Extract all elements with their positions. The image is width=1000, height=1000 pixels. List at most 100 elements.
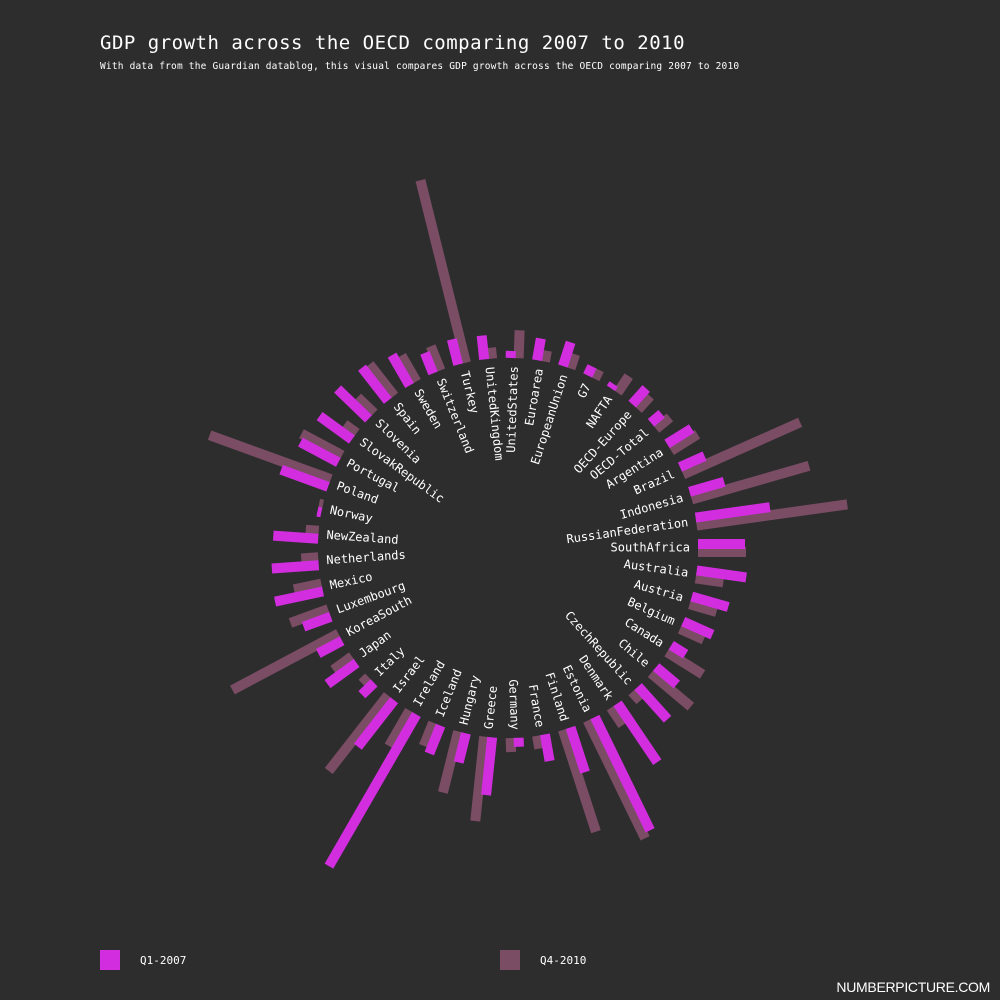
category-label-unitedkingdom: UnitedKingdom	[483, 366, 507, 461]
bar-q4-2010-germany	[505, 737, 517, 753]
bar-q4-2010-luxembourg	[288, 604, 330, 628]
bar-q1-2007-brazil	[677, 451, 707, 472]
bar-q1-2007-oecd-total	[647, 409, 665, 427]
bar-q4-2010-slovenia	[354, 393, 378, 417]
bar-q1-2007-norway	[316, 506, 323, 518]
bar-q4-2010-greece	[470, 736, 490, 822]
bar-q1-2007-slovakrepublic	[316, 412, 355, 444]
category-label-mexico: Mexico	[328, 569, 373, 592]
bar-q1-2007-turkey	[447, 338, 464, 366]
category-label-france: France	[526, 683, 547, 728]
bar-q1-2007-canada	[668, 641, 689, 659]
bar-q4-2010-oecd-total	[652, 413, 674, 433]
bar-q1-2007-nafta	[606, 381, 618, 392]
bar-q1-2007-mexico	[274, 586, 325, 607]
bar-q4-2010-estonia	[583, 718, 650, 841]
bar-q1-2007-g7	[583, 364, 597, 378]
chart-title: GDP growth across the OECD comparing 200…	[100, 32, 686, 54]
bar-q4-2010-switzerland	[426, 344, 446, 373]
brand-logo-text: NUMBERPICTURE.COM	[836, 979, 990, 995]
category-label-germany: Germany	[506, 679, 522, 730]
bar-q1-2007-argentina	[664, 424, 695, 449]
bar-q1-2007-israel	[353, 697, 399, 750]
bar-q1-2007-greece	[481, 736, 498, 796]
bar-q1-2007-belgium	[681, 617, 715, 640]
bar-q4-2010-sweden	[397, 352, 421, 384]
bar-q1-2007-sweden	[387, 352, 414, 388]
bar-q1-2007-koreasouth	[315, 636, 345, 658]
bar-q1-2007-unitedstates	[505, 350, 516, 359]
bar-q4-2010-israel	[324, 692, 392, 774]
bar-q4-2010-nafta	[613, 373, 633, 396]
bar-q1-2007-unitedkingdom	[476, 335, 490, 360]
bar-q4-2010-slovakrepublic	[341, 420, 360, 438]
legend-swatch-q4-2010	[500, 950, 520, 970]
bar-q1-2007-slovenia	[334, 385, 373, 423]
bar-q1-2007-euroarea	[532, 337, 546, 362]
bar-q1-2007-luxembourg	[301, 612, 333, 632]
bar-q1-2007-southafrica	[698, 539, 745, 549]
bar-q1-2007-france	[540, 733, 555, 762]
bar-q1-2007-spain	[358, 364, 392, 404]
category-label-norway: Norway	[329, 503, 374, 526]
category-label-greece: Greece	[482, 685, 500, 730]
bar-q4-2010-ireland	[384, 708, 414, 749]
bar-q4-2010-koreasouth	[230, 629, 341, 695]
bar-q4-2010-iceland	[419, 720, 438, 748]
bar-q1-2007-estonia	[590, 714, 655, 833]
legend-swatch-q1-2007	[100, 950, 120, 970]
category-label-unitedstates: UnitedStates	[504, 366, 521, 453]
bar-q4-2010-finland	[558, 728, 601, 834]
legend-label-q1-2007: Q1-2007	[140, 953, 187, 967]
bar-q4-2010-unitedstates	[513, 330, 525, 359]
bar-q1-2007-denmark	[613, 700, 662, 765]
category-label-australia: Australia	[623, 557, 689, 580]
bar-q1-2007-europeanunion	[558, 340, 576, 368]
bar-q1-2007-austria	[690, 591, 730, 612]
bar-q4-2010-poland	[207, 430, 333, 484]
bar-q1-2007-czechrepublic	[634, 683, 672, 723]
bar-q1-2007-switzerland	[420, 351, 438, 376]
chart-subtitle: With data from the Guardian datablog, th…	[100, 61, 740, 72]
bar-q1-2007-australia	[696, 565, 747, 583]
bar-q1-2007-netherlands	[271, 560, 320, 574]
category-label-g7: G7	[575, 381, 594, 400]
bar-q4-2010-denmark	[606, 704, 627, 728]
bar-q4-2010-czechrepublic	[628, 688, 644, 705]
bar-q4-2010-turkey	[415, 179, 471, 364]
bar-q1-2007-finland	[565, 725, 590, 774]
bar-q4-2010-southafrica	[698, 547, 746, 557]
category-label-southafrica: SouthAfrica	[611, 541, 690, 555]
bar-q4-2010-mexico	[292, 578, 323, 595]
bar-q4-2010-austria	[688, 599, 718, 617]
bar-q1-2007-ireland	[324, 712, 421, 869]
bar-q4-2010-belgium	[677, 624, 706, 645]
bar-q1-2007-newzealand	[272, 530, 319, 544]
legend-item-q1-2007: Q1-2007	[100, 950, 186, 970]
bar-q1-2007-poland	[279, 464, 330, 492]
legend-label-q4-2010: Q4-2010	[540, 953, 587, 967]
bar-q4-2010-oecd-europe	[634, 392, 654, 413]
bar-q4-2010-hungary	[438, 730, 464, 794]
bar-q1-2007-russianfederation	[694, 502, 771, 523]
bar-q4-2010-chile	[647, 669, 695, 711]
category-label-netherlands: Netherlands	[326, 548, 406, 568]
category-label-turkey: Turkey	[458, 370, 482, 415]
bar-q1-2007-portugal	[298, 437, 341, 467]
bar-q1-2007-germany	[513, 737, 524, 747]
bar-q4-2010-portugal	[299, 429, 345, 460]
bar-q4-2010-canada	[664, 647, 706, 679]
bar-q4-2010-russianfederation	[696, 499, 848, 531]
bar-q4-2010-brazil	[681, 417, 803, 479]
bar-q1-2007-iceland	[424, 723, 446, 756]
bar-q4-2010-spain	[365, 361, 399, 399]
bar-q1-2007-indonesia	[688, 477, 726, 497]
bar-q4-2010-indonesia	[690, 461, 811, 505]
bar-q1-2007-japan	[324, 658, 360, 689]
legend-item-q4-2010: Q4-2010	[500, 950, 586, 970]
bar-q4-2010-newzealand	[305, 524, 320, 536]
bar-q1-2007-hungary	[453, 732, 471, 764]
bar-q1-2007-italy	[358, 679, 378, 699]
bar-q4-2010-argentina	[668, 430, 701, 455]
